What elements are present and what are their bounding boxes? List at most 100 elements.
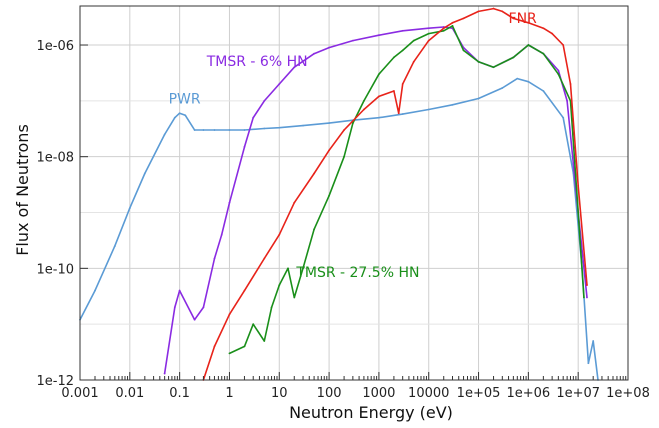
data-point (343, 129, 345, 131)
data-point (477, 97, 480, 100)
data-point (442, 27, 445, 30)
y-axis-ticks: 1e-12 1e-10 1e-08 1e-06 (36, 39, 88, 389)
data-point (577, 211, 580, 214)
data-point (163, 372, 166, 375)
data-point (243, 289, 246, 292)
data-point (202, 129, 205, 131)
data-point (328, 122, 330, 124)
data-point (592, 340, 595, 342)
data-point (163, 133, 166, 136)
data-point (193, 129, 196, 131)
series-label: TMSR - 6% HN (206, 54, 308, 70)
data-point (562, 44, 565, 46)
x-axis-ticks: 0.001 0.01 0.1 1 10 100 1000 10000 1e+05 1e+06 1e+… (61, 372, 650, 401)
data-point (313, 172, 315, 175)
data-point (587, 362, 590, 365)
data-point (278, 284, 281, 287)
data-point (302, 267, 304, 270)
data-point (512, 56, 515, 59)
data-point (378, 73, 380, 76)
data-point (412, 39, 415, 42)
data-point (569, 83, 572, 85)
data-point (451, 103, 454, 106)
data-point (427, 32, 430, 35)
data-point (263, 127, 266, 130)
x-tick-label: 10 (271, 386, 288, 401)
data-point (462, 17, 465, 20)
y-tick-label: 1e-06 (36, 39, 74, 54)
x-tick-label: 1 (225, 386, 233, 401)
data-point (178, 289, 181, 292)
data-point (566, 99, 569, 102)
series-layer (79, 7, 599, 381)
data-point (477, 60, 480, 63)
y-tick-label: 1e-10 (36, 262, 74, 277)
data-point (302, 124, 304, 127)
data-point (363, 99, 365, 102)
data-point (293, 66, 296, 69)
series-label: PWR (169, 91, 201, 107)
data-point (577, 184, 580, 187)
data-point (401, 83, 404, 85)
data-point (243, 145, 246, 148)
data-point (557, 73, 560, 76)
data-point (143, 172, 146, 175)
data-point (378, 95, 380, 98)
x-tick-label: 1e+07 (556, 386, 600, 401)
data-point (586, 284, 588, 287)
data-point (252, 116, 255, 119)
y-tick-label: 1e-08 (36, 151, 74, 166)
data-point (343, 155, 345, 158)
data-point (451, 21, 454, 24)
data-point (173, 116, 176, 119)
data-point (351, 122, 354, 124)
data-point (278, 83, 281, 85)
series-label: TMSR - 27.5% HN (295, 265, 419, 281)
data-point (427, 27, 430, 30)
data-point (527, 44, 530, 46)
data-point (569, 99, 572, 102)
data-point (363, 108, 365, 111)
data-point (128, 207, 131, 209)
data-point (586, 296, 588, 299)
data-point (313, 52, 315, 55)
data-point (393, 90, 395, 92)
x-tick-label: 0.001 (61, 386, 98, 401)
data-point (328, 194, 330, 197)
data-point (378, 34, 380, 37)
data-point (252, 323, 255, 326)
data-point (501, 10, 504, 13)
data-point (442, 29, 445, 32)
data-point (328, 46, 330, 49)
data-point (451, 25, 454, 27)
data-point (243, 345, 246, 348)
data-point (293, 201, 296, 204)
data-point (220, 233, 223, 236)
data-point (401, 29, 404, 32)
data-point (462, 49, 465, 52)
data-point (173, 306, 176, 309)
x-axis-title: Neutron Energy (eV) (289, 403, 453, 422)
y-axis-title: Flux of Neutrons (13, 124, 32, 256)
data-point (228, 201, 231, 204)
data-point (178, 112, 181, 115)
x-tick-label: 1e+06 (507, 386, 551, 401)
x-tick-label: 100 (317, 386, 342, 401)
data-point (184, 114, 187, 117)
data-point (542, 52, 545, 55)
data-point (213, 345, 216, 348)
x-tick-label: 1000 (362, 386, 395, 401)
data-point (551, 32, 554, 35)
data-point (263, 257, 266, 260)
data-point (501, 87, 504, 89)
data-point (228, 129, 231, 131)
data-point (393, 56, 395, 59)
x-tick-label: 0.01 (115, 386, 144, 401)
data-point (582, 296, 585, 299)
data-point (293, 296, 296, 299)
data-point (542, 27, 545, 30)
data-point (263, 99, 266, 102)
data-point (351, 39, 354, 42)
data-point (562, 116, 565, 119)
